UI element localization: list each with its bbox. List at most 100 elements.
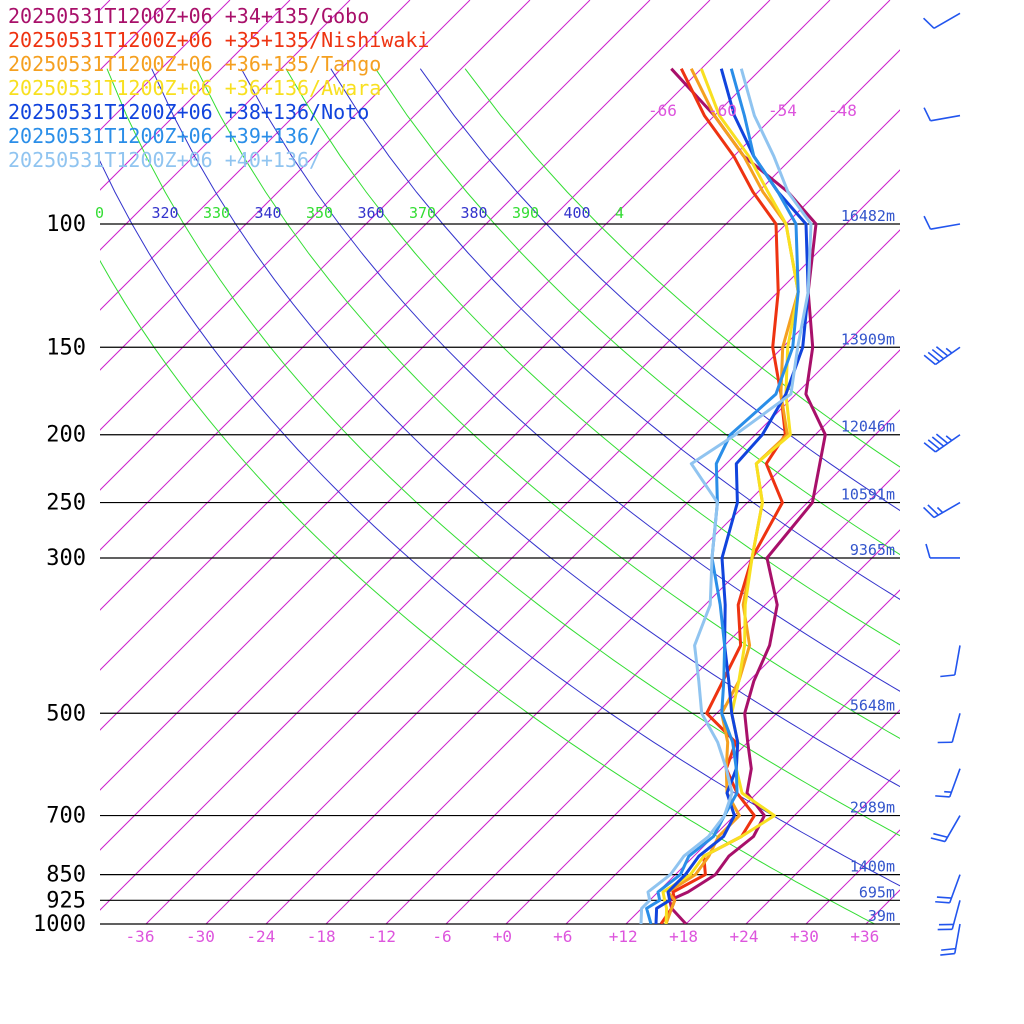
- wind-barb: [923, 107, 961, 122]
- wind-barb-flag: [931, 436, 945, 447]
- wind-barb-flag: [925, 543, 931, 559]
- dry-adiabat-line: [151, 68, 900, 788]
- theta-label: 340: [255, 204, 282, 222]
- x-tick-label: +36: [850, 927, 879, 946]
- wind-barb-half-flag: [945, 347, 953, 354]
- theta-label: 400: [564, 204, 591, 222]
- height-label: 13909m: [841, 330, 895, 348]
- pressure-label: 200: [46, 423, 86, 448]
- height-label: 10591m: [841, 486, 895, 504]
- pressure-label: 500: [46, 701, 86, 726]
- dry-adiabat-line: [240, 68, 900, 692]
- legend-entry-awara: 20250531T1200Z+06 +36+136/Awara: [8, 76, 382, 100]
- wind-barb-staff: [930, 223, 961, 230]
- pressure-label: 850: [46, 863, 86, 888]
- isotherm-line: [445, 469, 900, 924]
- dry-adiabat-line: [375, 68, 900, 556]
- isotherm-line: [625, 649, 900, 924]
- legend-entry-gobo: 20250531T1200Z+06 +34+135/Gobo: [8, 4, 370, 28]
- wind-barb-flag: [922, 17, 935, 29]
- legend-entry-noto: 20250531T1200Z+06 +38+136/Noto: [8, 100, 370, 124]
- wind-barb-flag: [935, 900, 950, 904]
- theta-label: 320: [152, 204, 179, 222]
- axis-labels: 0 320 330 340 350 360 370 380 390 400 4 -66 -60 -54 -4…: [33, 101, 895, 946]
- wind-barb-flag: [935, 795, 950, 798]
- isotherm-line: [100, 0, 711, 611]
- dry-adiabat-line: [330, 68, 900, 600]
- series-line-3: [661, 68, 800, 924]
- height-label: 1400m: [850, 858, 895, 876]
- wind-barb-flag: [923, 107, 932, 122]
- pressure-label: 150: [46, 335, 86, 360]
- wind-barb: [922, 12, 961, 29]
- legend-entry-nishiwaki: 20250531T1200Z+06 +35+135/Nishiwaki: [8, 28, 430, 52]
- height-label: 16482m: [841, 207, 895, 225]
- dry-adiabat-line: [100, 160, 900, 887]
- theta-label: 0: [95, 204, 104, 222]
- wind-barb-flag: [940, 674, 955, 678]
- wind-barb: [922, 501, 961, 519]
- theta-label: 330: [203, 204, 230, 222]
- isotherm-line: [100, 0, 831, 731]
- wind-barb-flag: [936, 896, 952, 899]
- dry-adiabat-line: [100, 259, 876, 924]
- dry-adiabat-line: [106, 68, 900, 837]
- theta-label: 370: [409, 204, 436, 222]
- wind-barb-flag: [935, 346, 949, 357]
- height-label: 5648m: [850, 696, 895, 714]
- isotherm-line: [100, 0, 351, 251]
- isotherm-line: [100, 0, 771, 671]
- isotherm-line: [865, 889, 900, 924]
- legend-entry-39n136e: 20250531T1200Z+06 +39+136/: [8, 124, 322, 148]
- isotherm-line: [100, 49, 900, 851]
- height-label: 12046m: [841, 418, 895, 436]
- wind-barb-flag: [927, 351, 941, 363]
- series-line-0: [668, 67, 827, 924]
- wind-barb-flag: [927, 439, 941, 450]
- wind-barb-staff: [933, 12, 961, 29]
- wind-barb-flag: [927, 504, 939, 516]
- x-tick-label: -6: [432, 927, 451, 946]
- isotherm-line: [565, 589, 900, 924]
- pressure-label: 100: [46, 212, 86, 237]
- background-grid: [100, 0, 1024, 924]
- wind-barb-flag: [922, 506, 935, 519]
- isotherm-line: [505, 529, 900, 924]
- upper-temp-label: -60: [708, 101, 737, 120]
- x-tick-label: -18: [307, 927, 336, 946]
- x-tick-label: +6: [553, 927, 572, 946]
- height-label: 695m: [859, 883, 895, 901]
- height-label: 39m: [868, 907, 895, 925]
- theta-label: 390: [512, 204, 539, 222]
- wind-barb-half-flag: [945, 435, 953, 442]
- isotherm-line: [100, 0, 531, 431]
- legend-entry-40n136e: 20250531T1200Z+06 +40+136/: [8, 148, 322, 172]
- series-line-5: [645, 68, 800, 924]
- isotherm-line: [100, 0, 471, 371]
- dry-adiabat-line: [196, 68, 900, 740]
- wind-barb: [925, 543, 960, 559]
- wind-barb-half-flag: [944, 790, 952, 793]
- theta-label: 4: [615, 204, 624, 222]
- x-tick-label: -36: [126, 927, 155, 946]
- wind-barb-staff: [954, 645, 961, 676]
- wind-barb-flag: [923, 215, 932, 230]
- height-label: 9365m: [850, 541, 895, 559]
- x-tick-label: -12: [367, 927, 396, 946]
- dry-adiabat-line: [285, 68, 900, 646]
- isotherm-line: [325, 349, 900, 924]
- wind-barb-staff: [930, 114, 961, 122]
- isotherm-line: [685, 709, 900, 924]
- wind-barb-staff: [951, 900, 961, 930]
- legend: 20250531T1200Z+06 +34+135/Gobo 20250531T…: [8, 4, 429, 172]
- wind-barb: [937, 900, 961, 931]
- wind-barb-flag: [933, 832, 948, 838]
- wind-barb-flag: [931, 348, 945, 360]
- legend-entry-tango: 20250531T1200Z+06 +36+135/Tango: [8, 52, 382, 76]
- x-tick-label: +30: [790, 927, 819, 946]
- wind-barb: [923, 215, 961, 230]
- temperature-profiles: [639, 67, 827, 924]
- isotherm-line: [805, 829, 900, 924]
- isotherm-line: [145, 169, 900, 924]
- isotherm-line: [986, 0, 1024, 924]
